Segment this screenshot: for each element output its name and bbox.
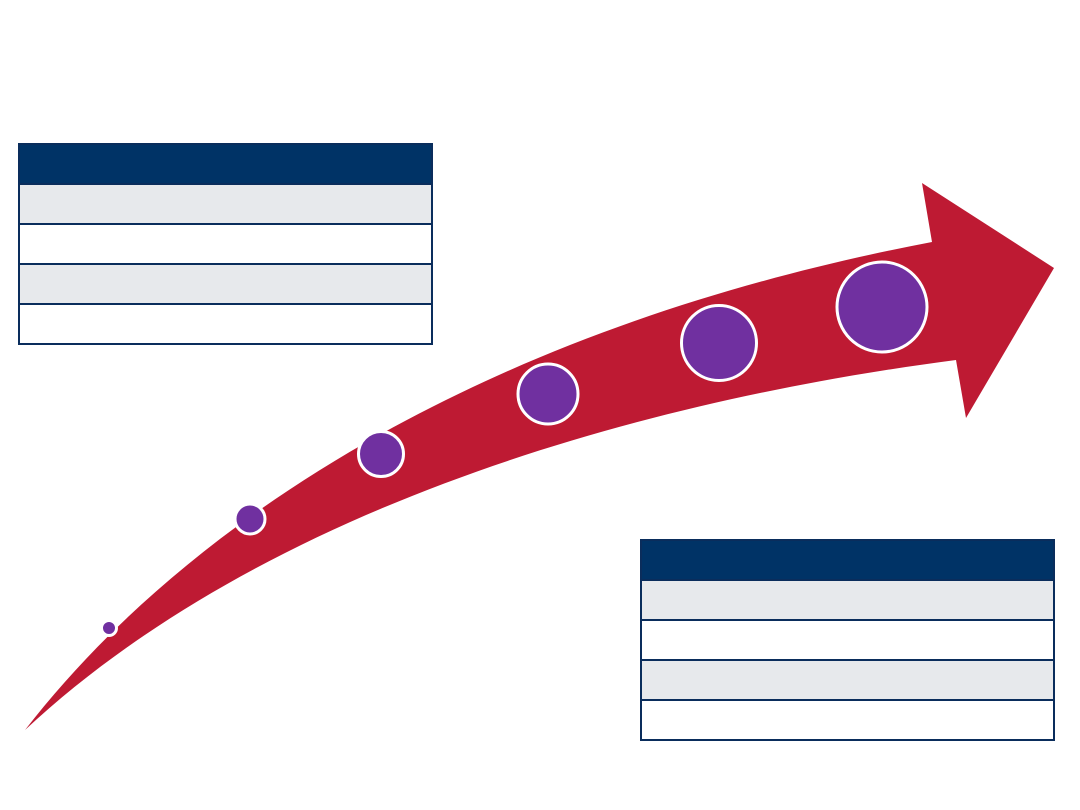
table-row	[19, 303, 432, 344]
milestone-circle	[100, 619, 118, 637]
table-cell	[19, 223, 432, 264]
table-row	[19, 263, 432, 304]
growth-arrow	[25, 183, 1054, 730]
table-header	[19, 144, 432, 184]
table-header	[641, 540, 1054, 580]
table-cell	[19, 263, 432, 304]
milestone-group	[100, 260, 929, 637]
info-table-bottom-right	[640, 539, 1055, 741]
table-cell	[19, 183, 432, 224]
milestone-circle	[233, 502, 267, 536]
table-cell	[641, 579, 1054, 620]
milestone-circle	[680, 304, 758, 382]
table-cell	[641, 659, 1054, 700]
table-cell	[641, 699, 1054, 740]
table-row	[19, 223, 432, 264]
table-row	[641, 619, 1054, 660]
table-row	[641, 699, 1054, 740]
table-cell	[641, 619, 1054, 660]
table-row	[19, 183, 432, 224]
table-cell	[19, 303, 432, 344]
table-row	[641, 659, 1054, 700]
milestone-circle	[835, 260, 929, 354]
milestone-circle	[516, 362, 580, 426]
table-row	[641, 579, 1054, 620]
milestone-circle	[357, 430, 405, 478]
info-table-top-left	[18, 143, 433, 345]
